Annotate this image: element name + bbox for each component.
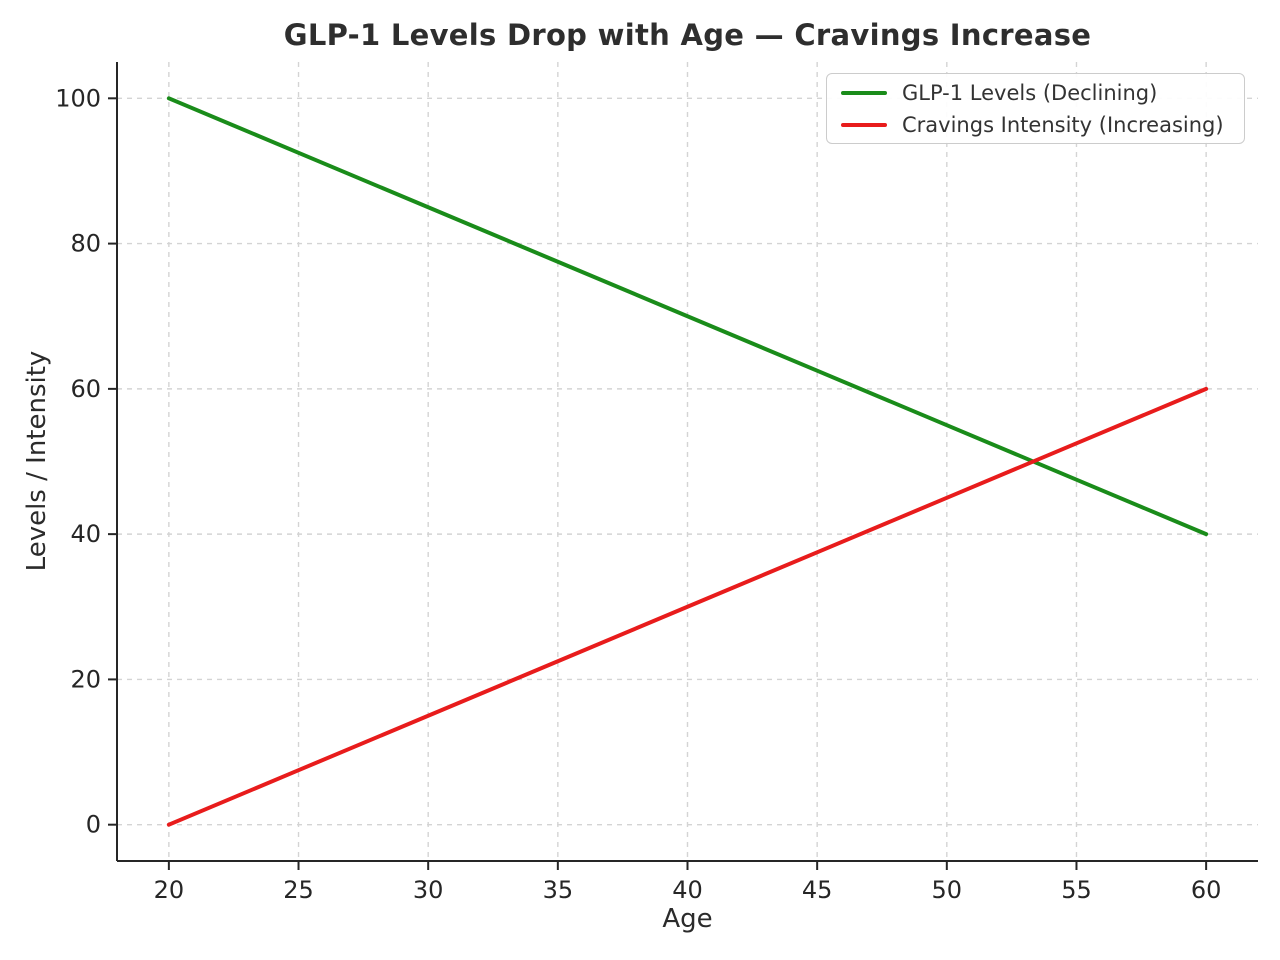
legend-line-swatch-red bbox=[841, 122, 887, 127]
axes-spines bbox=[116, 62, 1258, 862]
x-tick-label: 30 bbox=[413, 876, 444, 904]
y-axis-label: Levels / Intensity bbox=[22, 350, 52, 572]
x-tick-label: 55 bbox=[1061, 876, 1092, 904]
legend-item-cravings: Cravings Intensity (Increasing) bbox=[841, 113, 1230, 137]
y-tick-label: 60 bbox=[70, 375, 101, 403]
y-tick-label: 20 bbox=[70, 665, 101, 693]
chart-title: GLP-1 Levels Drop with Age — Cravings In… bbox=[283, 18, 1092, 52]
legend-label-cravings: Cravings Intensity (Increasing) bbox=[902, 112, 1224, 137]
y-tick-label: 100 bbox=[55, 84, 101, 112]
x-tick-label: 50 bbox=[932, 876, 963, 904]
legend-item-glp1: GLP-1 Levels (Declining) bbox=[841, 81, 1230, 105]
series-line-1 bbox=[166, 386, 1209, 827]
legend: GLP-1 Levels (Declining) Cravings Intens… bbox=[826, 73, 1245, 144]
x-tick-label: 45 bbox=[802, 876, 833, 904]
tick-labels: 20 25 30 35 40 45 50 55 60 0 20 40 60 80 100 bbox=[55, 84, 1221, 904]
y-tick-label: 0 bbox=[86, 811, 101, 839]
x-tick-label: 35 bbox=[543, 876, 574, 904]
legend-line-swatch-green bbox=[841, 90, 887, 95]
tick-marks bbox=[108, 97, 1208, 870]
x-tick-label: 40 bbox=[672, 876, 703, 904]
x-axis-label: Age bbox=[662, 904, 713, 934]
x-tick-label: 25 bbox=[283, 876, 314, 904]
y-tick-label: 80 bbox=[70, 230, 101, 258]
x-tick-label: 60 bbox=[1191, 876, 1222, 904]
grid-lines bbox=[117, 62, 1258, 861]
legend-label-glp1: GLP-1 Levels (Declining) bbox=[902, 80, 1158, 105]
x-tick-label: 20 bbox=[154, 876, 185, 904]
y-tick-label: 40 bbox=[70, 520, 101, 548]
